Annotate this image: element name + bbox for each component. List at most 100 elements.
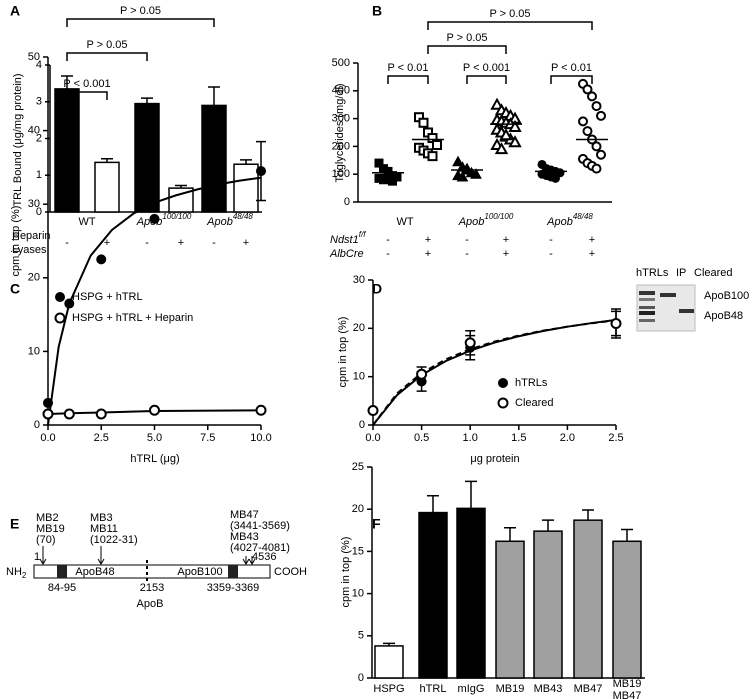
point bbox=[591, 101, 602, 112]
sign-label: - bbox=[465, 248, 469, 260]
group-label-sup: 100/100 bbox=[484, 212, 513, 221]
point bbox=[95, 408, 107, 420]
epitope-label: (4027-4081) bbox=[230, 542, 290, 554]
point bbox=[427, 151, 438, 162]
x-axis-label: hTRL (μg) bbox=[130, 453, 179, 465]
epitope-label: MB3 bbox=[90, 512, 113, 524]
bracket bbox=[466, 75, 507, 84]
point bbox=[596, 149, 606, 160]
y-tick-label: 30 bbox=[28, 198, 40, 210]
group-label-text: Apob bbox=[458, 216, 485, 228]
point bbox=[379, 175, 388, 185]
sign-label: - bbox=[465, 234, 469, 246]
y-tick-label: 40 bbox=[28, 125, 40, 137]
bar bbox=[612, 540, 642, 679]
x-tick-label: 2.5 bbox=[94, 432, 109, 444]
terminus-label: NH2 bbox=[6, 566, 27, 580]
y-tick-label: 0 bbox=[359, 419, 365, 431]
point bbox=[456, 170, 469, 182]
position-label: 4536 bbox=[252, 551, 276, 563]
position-label: 3359-3369 bbox=[207, 582, 260, 594]
point bbox=[499, 128, 513, 141]
bracket bbox=[427, 21, 593, 30]
sign-label: - bbox=[549, 234, 553, 246]
point bbox=[494, 142, 509, 155]
group-label-text: WT bbox=[78, 216, 95, 228]
bar bbox=[201, 104, 227, 213]
domain-box bbox=[57, 565, 67, 578]
legend-label: Cleared bbox=[515, 397, 554, 409]
point bbox=[255, 404, 267, 416]
x-axis-label: μg protein bbox=[470, 453, 519, 465]
sign-label: - bbox=[65, 237, 69, 249]
x-tick-label: mIgG bbox=[458, 683, 485, 695]
point bbox=[42, 408, 54, 420]
panel-label: E bbox=[10, 516, 19, 532]
y-tick-label: 20 bbox=[352, 503, 364, 515]
point bbox=[367, 405, 379, 416]
sign-label: + bbox=[104, 237, 110, 249]
y-tick-label: 0 bbox=[344, 196, 350, 208]
error-bar bbox=[61, 75, 73, 89]
y-tick-label: 25 bbox=[352, 461, 364, 473]
point bbox=[587, 91, 597, 102]
point bbox=[610, 318, 622, 329]
segment-label: ApoB100 bbox=[177, 566, 222, 578]
group-label-text: Apob bbox=[546, 216, 573, 228]
y-tick-label: 400 bbox=[332, 85, 350, 97]
bar bbox=[94, 161, 120, 213]
lane-label: hTRLs bbox=[636, 267, 669, 279]
row-label: Lyases bbox=[12, 244, 47, 256]
panel-label: C bbox=[10, 281, 20, 297]
y-axis-label: cpm in top (%) bbox=[337, 317, 349, 388]
domain-box bbox=[228, 565, 238, 578]
y-tick-label: 4 bbox=[36, 59, 42, 71]
group-label-sup: 48/48 bbox=[573, 212, 594, 221]
point bbox=[452, 155, 464, 167]
x-tick-label: 1.5 bbox=[511, 432, 526, 444]
x-tick-label: 5.0 bbox=[147, 432, 162, 444]
bar bbox=[533, 530, 563, 679]
bracket bbox=[387, 75, 429, 84]
y-tick-label: 500 bbox=[332, 57, 350, 69]
point bbox=[591, 141, 602, 152]
y-tick-label: 10 bbox=[353, 371, 365, 383]
x-tick-label: hTRL bbox=[420, 683, 447, 695]
row-label: Heparin bbox=[12, 230, 51, 242]
point bbox=[582, 84, 593, 95]
y-tick-label: 2 bbox=[36, 132, 42, 144]
point bbox=[432, 140, 442, 151]
sign-label: - bbox=[145, 237, 149, 249]
bar bbox=[54, 88, 80, 213]
error-bar bbox=[621, 528, 633, 542]
bracket bbox=[427, 45, 507, 54]
point bbox=[582, 126, 593, 137]
panel-label: B bbox=[372, 3, 382, 19]
point bbox=[416, 368, 428, 380]
x-tick-label: 2.0 bbox=[560, 432, 575, 444]
bar bbox=[418, 511, 448, 679]
terminus-label: COOH bbox=[274, 566, 307, 578]
point bbox=[149, 404, 160, 416]
row-label-text: AlbCre bbox=[329, 248, 364, 260]
bar bbox=[495, 540, 525, 679]
p-value: P > 0.05 bbox=[120, 5, 161, 17]
group-label-text: WT bbox=[396, 216, 413, 228]
y-axis-label: cpm in top (%) bbox=[340, 537, 352, 608]
error-bar bbox=[175, 184, 187, 189]
epitope-label: MB19 bbox=[36, 523, 65, 535]
epitope-label: MB11 bbox=[90, 523, 118, 535]
sign-label: + bbox=[503, 234, 509, 246]
group-label: Apob100/100 bbox=[136, 212, 192, 228]
terminus-label-sub: 2 bbox=[22, 571, 27, 580]
point bbox=[578, 116, 588, 127]
error-bar bbox=[504, 527, 516, 542]
y-tick-label: 10 bbox=[352, 588, 364, 600]
point bbox=[63, 408, 75, 420]
error-bar bbox=[582, 509, 594, 521]
error-bar bbox=[383, 642, 395, 646]
y-tick-label: 100 bbox=[332, 168, 350, 180]
lane-label: IP bbox=[676, 267, 686, 279]
y-axis-label: cpm in top (%) bbox=[10, 206, 22, 277]
